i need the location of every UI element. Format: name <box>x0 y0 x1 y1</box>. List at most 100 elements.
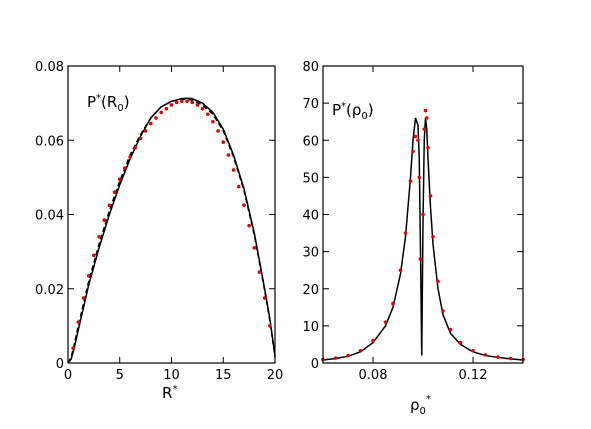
right-series-1-point <box>471 348 475 353</box>
panel-right-chart: 0.08 0.12 0 10 20 30 40 50 60 70 80 P*(ρ0) ρ0* <box>302 60 525 417</box>
left-y-tick-label: 0 <box>56 357 64 372</box>
left-x-tick-label: 10 <box>163 368 180 383</box>
right-y-tick-label: 80 <box>302 60 319 75</box>
right-series-1-point <box>333 356 338 360</box>
right-series-1-point <box>416 138 420 143</box>
right-series-1-point <box>428 194 433 198</box>
left-series-2-point <box>154 116 158 120</box>
right-series-1-point <box>508 356 513 361</box>
left-x-tick-label: 0 <box>64 368 72 383</box>
right-series-1-point <box>398 268 403 272</box>
right-series-0-line <box>322 117 524 361</box>
right-series-1-point <box>431 234 435 239</box>
left-ticks: 0 5 10 15 20 0 0.02 0.04 0.06 0.08 <box>35 60 283 383</box>
right-plot-area <box>321 108 525 362</box>
left-series-2-point <box>236 184 241 189</box>
left-series-2-point <box>76 320 81 324</box>
left-x-tick-label: 20 <box>267 368 284 383</box>
right-y-tick-label: 60 <box>302 134 319 149</box>
right-x-tick-label: 0.12 <box>459 368 488 383</box>
right-y-tick-label: 40 <box>302 209 319 224</box>
right-y-tick-label: 50 <box>302 171 319 186</box>
right-y-tick-label: 10 <box>302 320 319 335</box>
left-series-2-point <box>128 155 132 159</box>
right-series-1-point <box>371 338 375 343</box>
right-x-axis-label: ρ0* <box>410 394 431 417</box>
right-series-1-point <box>424 116 429 120</box>
right-series-1-point <box>421 212 425 217</box>
left-panel-label: P*(R0) <box>87 93 130 114</box>
left-series-2-point <box>86 273 91 278</box>
left-series-2-point <box>81 296 86 300</box>
left-series-2-point <box>216 129 220 133</box>
left-series-2-point <box>133 145 138 150</box>
right-x-tick-label: 0.08 <box>359 368 388 383</box>
left-series-1-line <box>67 98 276 364</box>
left-series-2-point <box>102 218 107 222</box>
left-series-2-point <box>205 112 210 117</box>
left-series-2-point <box>164 106 169 111</box>
left-series-2-point <box>180 99 184 104</box>
right-series-1-point <box>391 301 395 306</box>
right-series-1-point <box>458 340 463 345</box>
right-series-1-point <box>417 175 422 180</box>
left-y-tick-label: 0.06 <box>35 134 64 149</box>
left-series-2-point <box>149 121 153 126</box>
left-series-2-point <box>159 110 163 115</box>
left-series-2-point <box>257 270 262 274</box>
left-plot-frame <box>67 65 276 364</box>
right-series-1-point <box>436 279 440 284</box>
left-series-2-point <box>123 166 127 170</box>
left-series-2-point <box>247 223 251 228</box>
left-series-2-point <box>268 324 272 328</box>
right-series-1-point <box>403 231 408 235</box>
left-series-2-point <box>262 296 267 300</box>
left-x-tick-label: 5 <box>116 368 124 383</box>
left-series-2-point <box>174 100 179 105</box>
left-series-2-point <box>138 136 143 141</box>
left-series-2-point <box>143 129 148 133</box>
left-series-2-point <box>231 168 236 172</box>
right-series-1-point <box>426 145 430 150</box>
left-series-2-point <box>200 106 205 111</box>
right-series-1-point <box>422 127 427 131</box>
right-series-1-point <box>423 108 428 113</box>
left-series-2-point <box>112 190 117 195</box>
left-series-2-point <box>97 234 101 239</box>
right-series-1-point <box>418 257 423 261</box>
left-series-2-point <box>211 119 215 124</box>
left-y-tick-label: 0.04 <box>35 209 64 224</box>
left-y-tick-label: 0.08 <box>35 60 64 75</box>
left-series-0-line <box>67 97 276 364</box>
left-series-2-point <box>252 246 257 250</box>
left-x-axis-label: R* <box>162 384 177 402</box>
panel-left-chart: 0 5 10 15 20 0 0.02 0.04 0.06 0.08 P*(R0) R* <box>35 60 283 402</box>
left-series-2-point <box>169 103 174 107</box>
left-series-2-point <box>185 99 189 104</box>
right-series-1-point <box>383 320 388 324</box>
left-series-2-point <box>221 140 226 144</box>
right-series-1-point <box>408 179 413 183</box>
right-series-1-point <box>411 149 415 154</box>
left-series-2-point <box>226 153 231 157</box>
right-series-1-point <box>413 134 418 139</box>
left-series-2-point <box>107 203 112 208</box>
right-y-tick-label: 70 <box>302 97 319 112</box>
right-series-1-point <box>496 355 500 359</box>
left-series-2-point <box>190 100 194 105</box>
right-series-1-point <box>448 327 453 332</box>
right-panel-label: P*(ρ0) <box>332 101 374 122</box>
left-series-2-point <box>117 177 122 182</box>
right-series-1-point <box>483 353 488 357</box>
left-plot-area <box>67 97 276 364</box>
right-y-tick-label: 0 <box>311 357 319 372</box>
left-series-2-point <box>71 346 75 350</box>
right-series-1-point <box>346 353 350 358</box>
right-ticks: 0.08 0.12 0 10 20 30 40 50 60 70 80 <box>302 60 523 383</box>
right-series-1-point <box>358 348 363 353</box>
left-series-2-point <box>242 203 246 208</box>
left-x-tick-label: 15 <box>215 368 232 383</box>
left-series-2-point <box>195 103 200 107</box>
right-y-tick-label: 20 <box>302 283 319 298</box>
